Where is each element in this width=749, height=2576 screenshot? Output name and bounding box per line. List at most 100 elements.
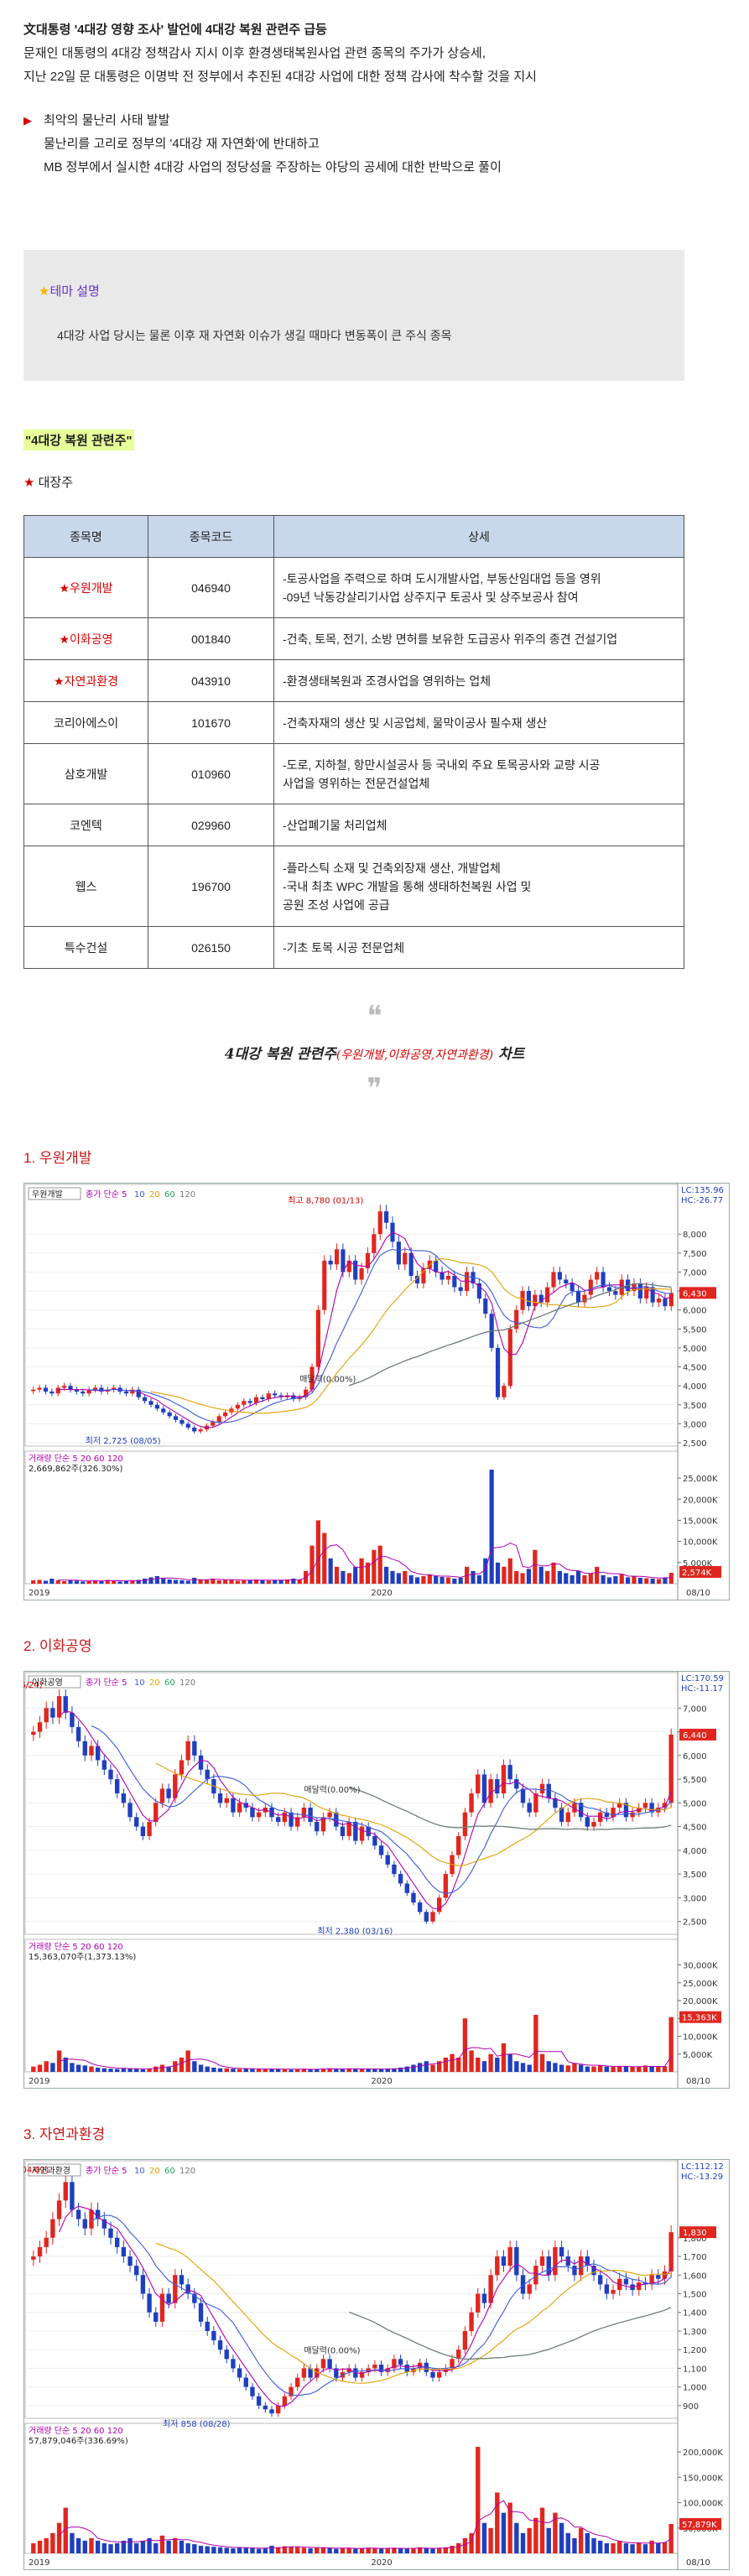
candle-body bbox=[63, 1696, 68, 1713]
candle-body bbox=[578, 1803, 584, 1818]
ma-legend-label: 10 bbox=[134, 1678, 145, 1688]
candle-body bbox=[488, 2275, 493, 2303]
x-tick-label: 2020 bbox=[371, 1589, 392, 1598]
volume-bar bbox=[588, 1573, 593, 1584]
legend-box bbox=[28, 1187, 81, 1200]
candle-body bbox=[546, 1783, 551, 1798]
volume-bar bbox=[353, 2069, 358, 2072]
volume-tick-label: 100,000K bbox=[683, 2500, 723, 2509]
volume-ma-line bbox=[59, 2047, 672, 2070]
candle-body bbox=[328, 1260, 333, 1265]
stock-detail-line: -환경생태복원과 조경사업을 영위하는 업체 bbox=[283, 674, 492, 688]
candle-body bbox=[404, 1883, 409, 1893]
candle-body bbox=[243, 2377, 248, 2387]
stock-detail-line: -플라스틱 소재 및 건축외장재 생산, 개발업체 bbox=[283, 861, 501, 875]
candle-body bbox=[250, 1808, 255, 1818]
stock-code: 101670 bbox=[148, 701, 274, 744]
volume-bar bbox=[502, 1566, 507, 1584]
candle-body bbox=[557, 1272, 562, 1280]
y-tick-label: 3,000 bbox=[683, 1420, 707, 1429]
candle-body bbox=[469, 1793, 474, 1813]
volume-bar bbox=[92, 1579, 98, 1584]
candle-body bbox=[526, 1291, 532, 1307]
volume-ma-line bbox=[58, 1543, 672, 1582]
volume-bar bbox=[662, 2542, 668, 2553]
volume-bar bbox=[173, 1579, 179, 1584]
x-tick-label: 2020 bbox=[371, 2077, 392, 2086]
volume-bar bbox=[533, 2015, 538, 2072]
candle-body bbox=[365, 1252, 371, 1268]
volume-bar bbox=[159, 2535, 165, 2553]
volume-bar bbox=[443, 2058, 449, 2072]
volume-bar bbox=[617, 2540, 622, 2553]
candle-body bbox=[31, 1389, 36, 1392]
volume-bar bbox=[341, 1570, 346, 1584]
volume-bar bbox=[81, 1581, 86, 1584]
volume-bar bbox=[488, 2527, 493, 2553]
candle-body bbox=[266, 1393, 271, 1399]
moving-average-line bbox=[91, 1725, 672, 1894]
candle-body bbox=[507, 1765, 512, 1780]
candle-body bbox=[231, 2359, 236, 2369]
volume-bar bbox=[623, 2542, 629, 2553]
volume-ma-line bbox=[59, 2500, 672, 2549]
volume-bars bbox=[31, 2447, 674, 2553]
volume-bar bbox=[637, 1577, 642, 1584]
candle-body bbox=[49, 1391, 55, 1394]
volume-bar bbox=[398, 2067, 403, 2072]
candle-body bbox=[235, 1404, 240, 1409]
candle-body bbox=[217, 2340, 223, 2350]
theme-title: ★테마 설명 bbox=[39, 282, 100, 299]
volume-bar bbox=[359, 2547, 365, 2553]
volume-bar bbox=[476, 2447, 481, 2553]
volume-bar bbox=[359, 1558, 364, 1584]
volume-bar bbox=[224, 2068, 229, 2072]
volume-bar bbox=[95, 2540, 101, 2553]
x-tick-label: 08/10 bbox=[686, 1589, 710, 1598]
volume-bar bbox=[611, 2067, 616, 2072]
stock-name: 특수건설 bbox=[23, 926, 148, 969]
volume-bar bbox=[644, 1578, 649, 1584]
ma-legend-label: 60 bbox=[164, 1678, 175, 1688]
candle-body bbox=[37, 1387, 42, 1390]
volume-bar bbox=[392, 2547, 397, 2553]
candle-body bbox=[595, 1272, 600, 1280]
candle-body bbox=[527, 2284, 532, 2294]
volume-bar bbox=[243, 2547, 248, 2553]
chart-heading-3: 3. 자연과환경 bbox=[23, 2126, 106, 2142]
stock-name-label: 이화공영 bbox=[32, 1678, 63, 1688]
volume-bar bbox=[56, 2050, 62, 2072]
volume-bar bbox=[340, 2069, 346, 2072]
volume-bar bbox=[520, 2532, 526, 2553]
volume-bar bbox=[99, 1580, 104, 1584]
volume-bar bbox=[495, 2492, 500, 2553]
stock-code: 026150 bbox=[148, 926, 274, 969]
volume-bar bbox=[127, 2537, 133, 2553]
volume-bar bbox=[63, 2058, 68, 2072]
volume-bar bbox=[507, 1558, 512, 1584]
candle-body bbox=[260, 1397, 265, 1399]
stock-code: 196700 bbox=[148, 846, 274, 927]
volume-tick-label: 150,000K bbox=[683, 2474, 723, 2483]
candle-body bbox=[378, 1845, 384, 1855]
volume-bar bbox=[582, 1574, 587, 1584]
x-tick-label: 08/10 bbox=[686, 2558, 710, 2568]
candle-body bbox=[476, 1774, 481, 1794]
volume-bar bbox=[114, 2069, 120, 2072]
volume-bar bbox=[392, 2068, 397, 2072]
candle-body bbox=[304, 1389, 309, 1397]
candle-body bbox=[123, 1391, 129, 1394]
candle-body bbox=[585, 2256, 590, 2266]
candle-body bbox=[340, 1826, 346, 1836]
theme-description: 4대강 사업 당시는 물론 이후 재 자연화 이슈가 생길 때마다 변동폭이 큰… bbox=[57, 329, 452, 342]
candle-body bbox=[582, 1294, 587, 1303]
volume-bar bbox=[284, 1579, 290, 1584]
volume-bar bbox=[192, 2544, 197, 2553]
candle-body bbox=[56, 1696, 62, 1718]
candle-body bbox=[359, 1826, 365, 1841]
stock-code: 046940 bbox=[148, 557, 274, 618]
stock-detail-line: -기초 토목 시공 전문업체 bbox=[283, 940, 405, 955]
volume-bar bbox=[328, 1558, 333, 1584]
stock-name: 코엔텍 bbox=[23, 804, 148, 846]
volume-bar bbox=[320, 2069, 326, 2072]
